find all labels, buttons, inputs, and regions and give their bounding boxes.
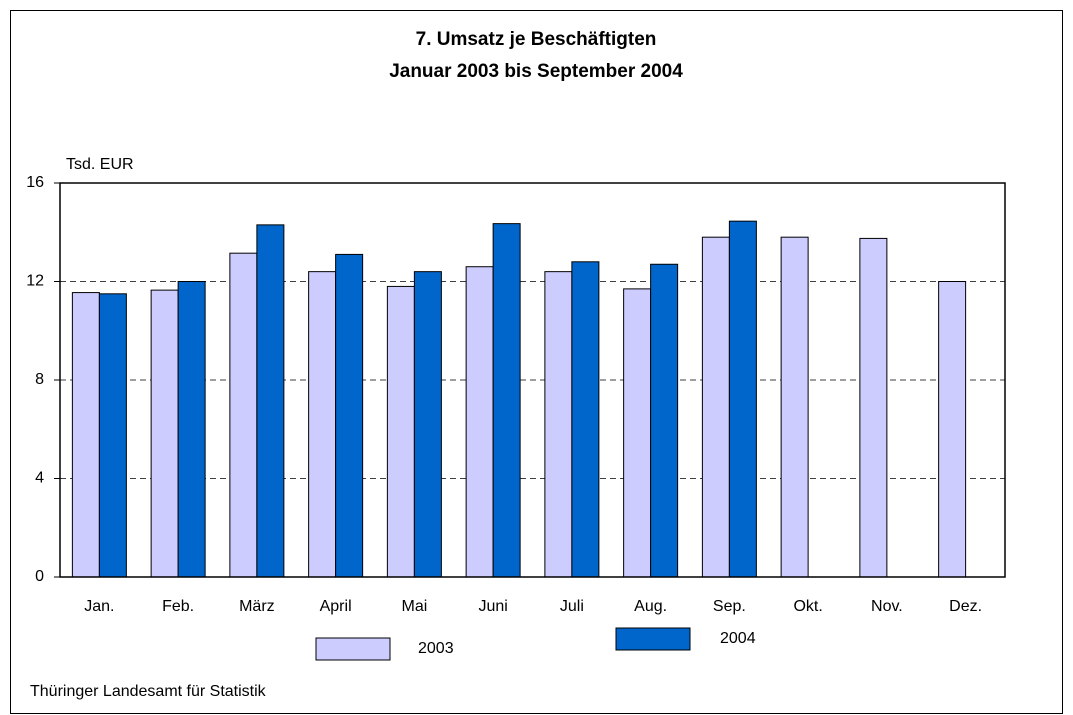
x-tick-label: März [239, 598, 275, 615]
y-tick-label: 12 [26, 273, 44, 290]
bar [571, 261, 600, 578]
bar [335, 253, 364, 578]
frame [10, 10, 1063, 714]
bar [98, 293, 127, 578]
bar [701, 236, 730, 578]
bar [780, 236, 809, 578]
source: Thüringer Landesamt für Statistik [30, 683, 267, 700]
legend-label: 2004 [720, 630, 756, 647]
x-tick-label: Nov. [871, 598, 903, 615]
x-tick-label: April [320, 598, 352, 615]
x-tick-label: Aug. [634, 598, 667, 615]
x-tick-label: Okt. [793, 598, 822, 615]
x-tick-label: Juni [478, 598, 507, 615]
legend-label: 2003 [418, 640, 454, 657]
bar [492, 223, 521, 578]
y-axis-label: Tsd. EUR [66, 156, 134, 173]
bar [413, 271, 442, 578]
bar [177, 281, 206, 578]
legend-swatch [315, 637, 391, 661]
x-tick-label: Mai [401, 598, 427, 615]
x-tick-label: Sep. [713, 598, 746, 615]
y-tick-label: 0 [35, 568, 44, 585]
bar [229, 252, 258, 578]
x-tick-label: Juli [560, 598, 584, 615]
bar [650, 263, 679, 578]
bar [623, 288, 652, 578]
bar [150, 289, 179, 578]
bar [386, 285, 415, 578]
x-tick-label: Feb. [162, 598, 194, 615]
y-tick-label: 16 [26, 174, 44, 191]
bar [71, 292, 100, 578]
x-tick-label: Dez. [949, 598, 982, 615]
bar [544, 271, 573, 578]
plot-border [59, 182, 1006, 578]
bar [938, 281, 967, 578]
legend-swatch [615, 627, 691, 651]
bar [465, 266, 494, 578]
y-tick-label: 4 [35, 470, 44, 487]
bar [256, 224, 285, 578]
bar [728, 220, 757, 578]
x-tick-label: Jan. [84, 598, 114, 615]
chart-subtitle: Januar 2003 bis September 2004 [389, 61, 683, 82]
y-tick-label: 8 [35, 371, 44, 388]
bar [859, 237, 888, 578]
bar [308, 271, 337, 578]
chart-title: 7. Umsatz je Beschäftigten [416, 29, 657, 50]
